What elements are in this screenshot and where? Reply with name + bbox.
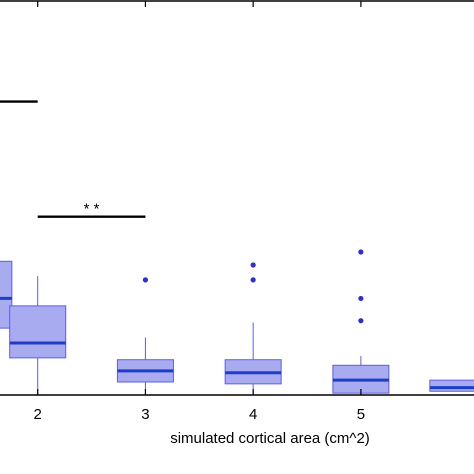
x-tick-label: 2	[34, 406, 42, 423]
x-axis-title: simulated cortical area (cm^2)	[170, 430, 370, 447]
outlier-point	[250, 277, 256, 283]
outlier-point	[358, 318, 364, 324]
x-tick-label: 5	[357, 406, 365, 423]
box	[429, 379, 474, 392]
significance-label: * *	[84, 201, 100, 218]
outlier-point	[358, 249, 364, 255]
outlier-point	[142, 277, 149, 283]
box	[9, 305, 67, 359]
x-tick-label: 3	[141, 406, 149, 423]
plot-area: * *	[0, 100, 474, 395]
axes: 2 3 4 5	[0, 0, 474, 423]
outlier-point	[358, 295, 364, 302]
x-tick-label: 4	[249, 406, 257, 423]
box	[0, 260, 13, 329]
outlier-point	[250, 262, 256, 268]
